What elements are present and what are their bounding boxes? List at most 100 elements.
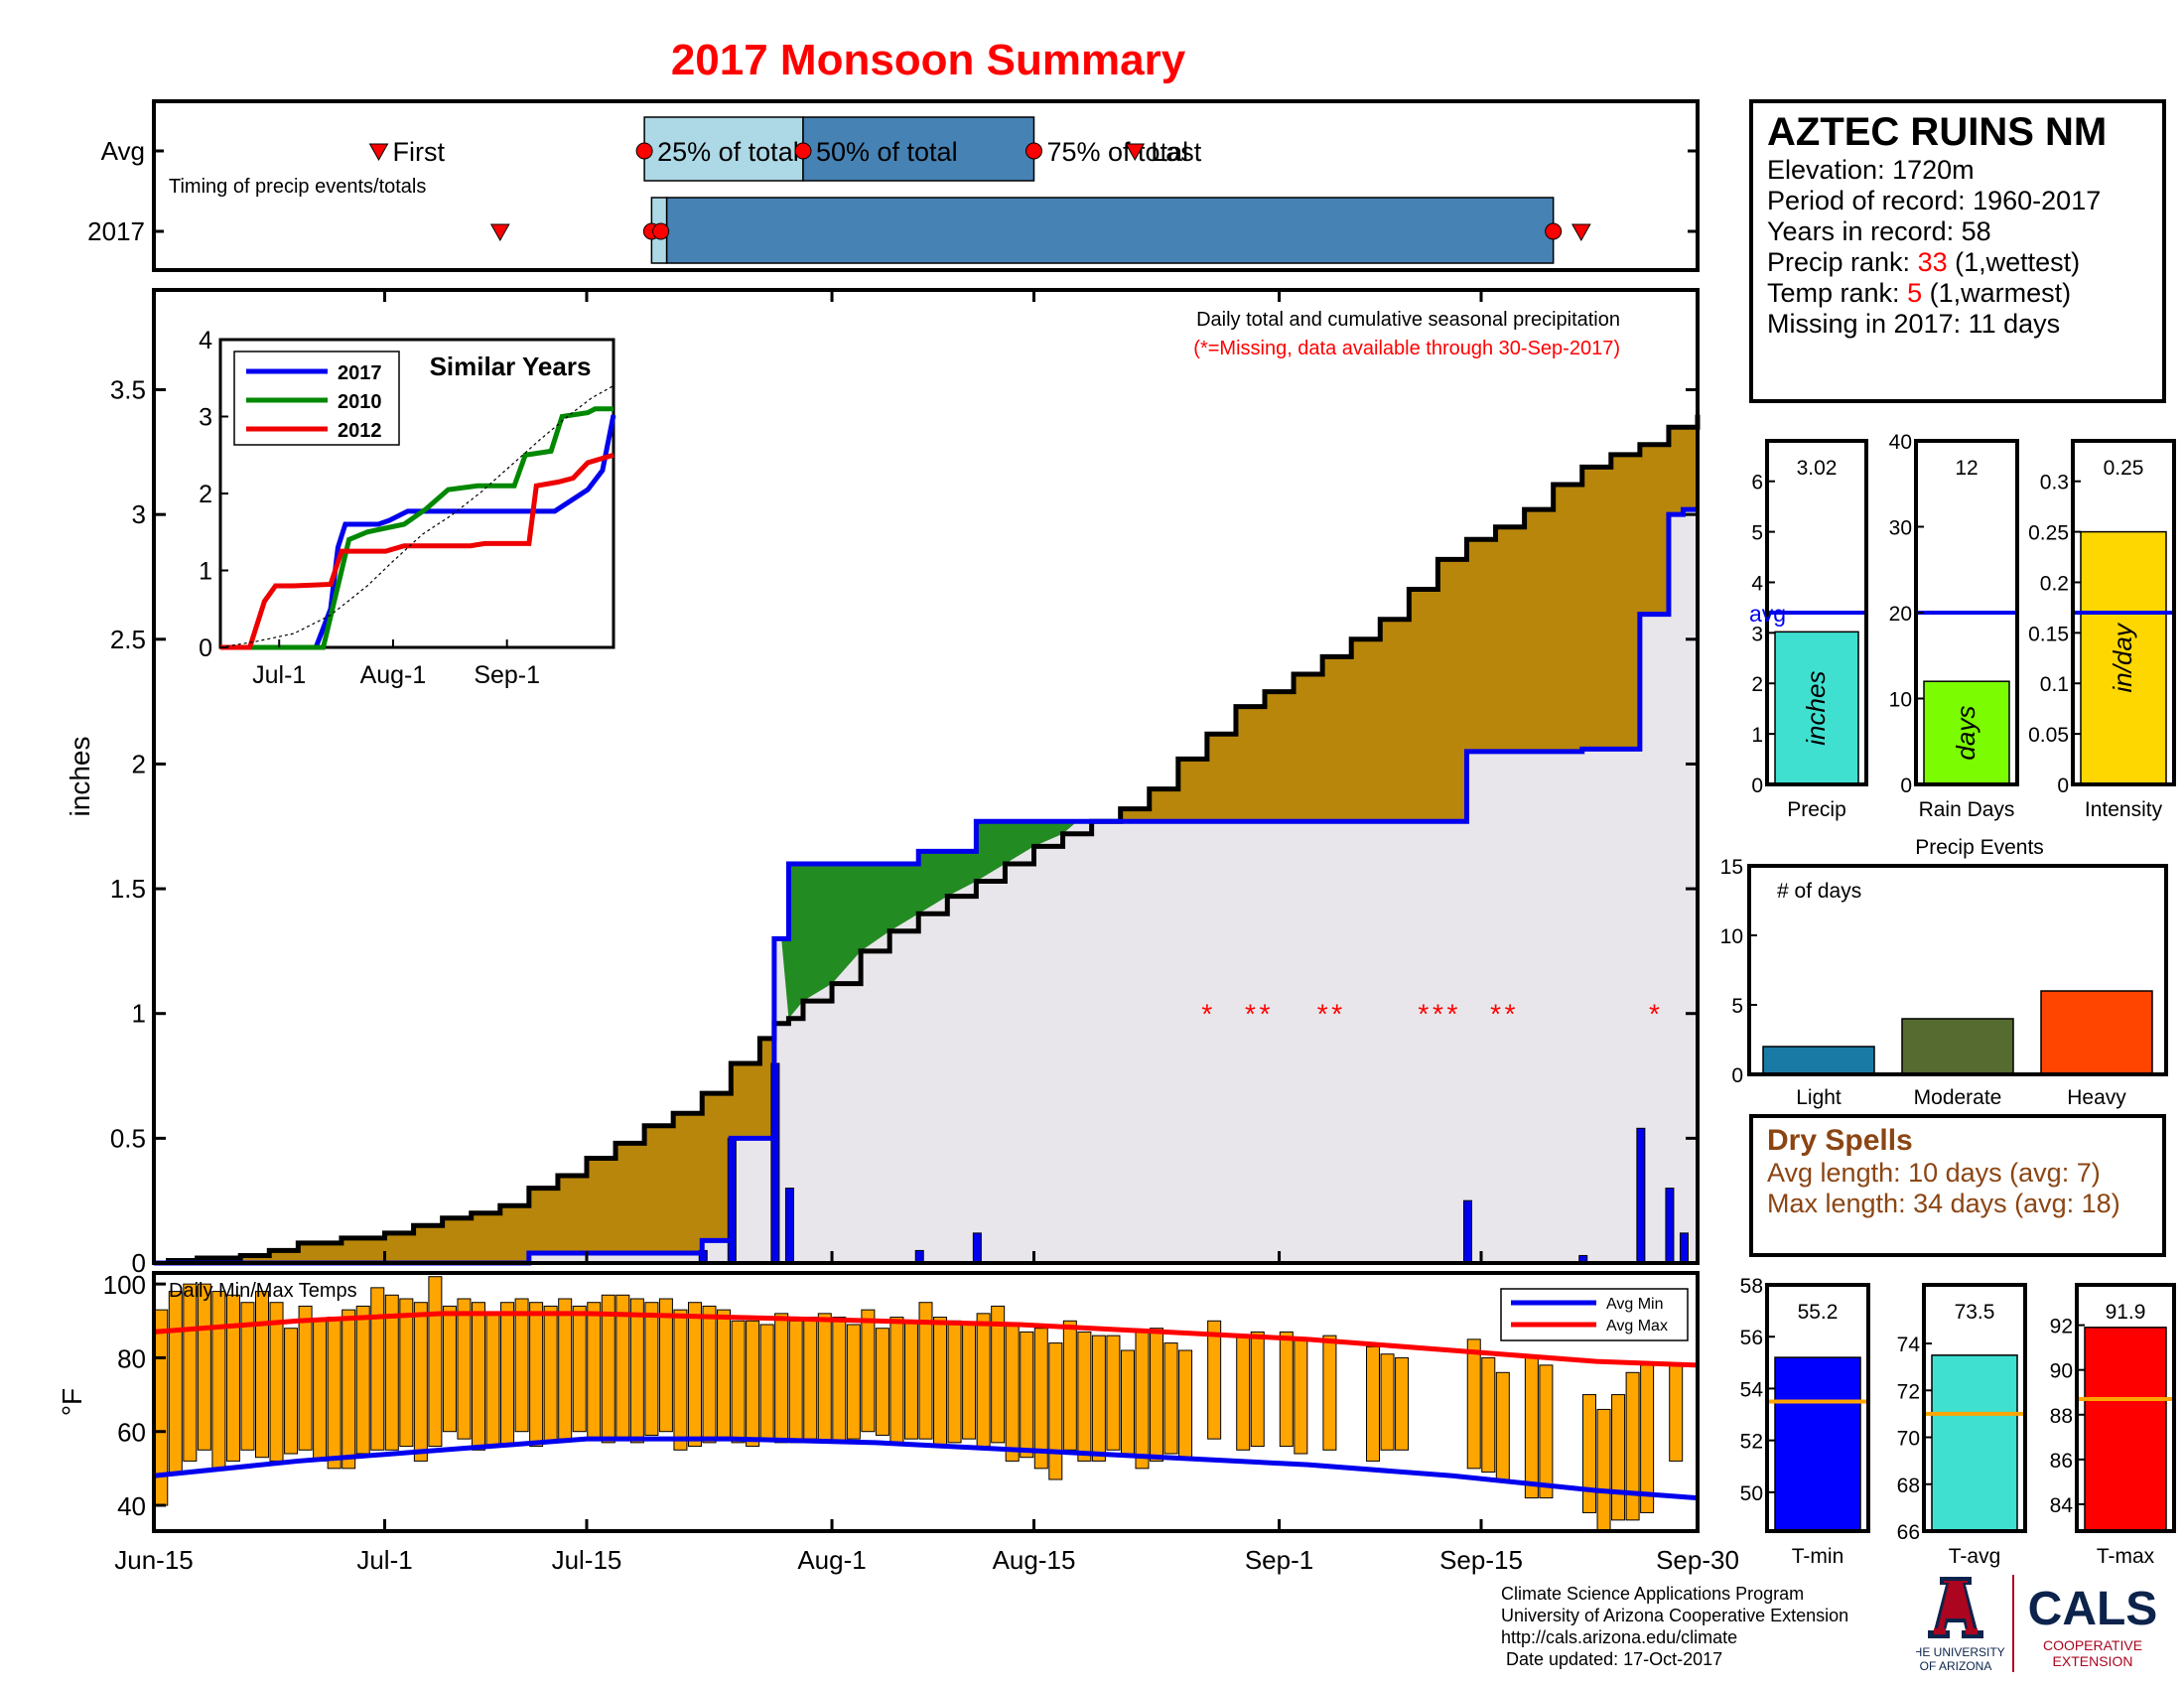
- daily-temp-bar: [399, 1298, 414, 1448]
- avg-max-line: [153, 1311, 1699, 1368]
- season-ytick-label: 0.25: [2028, 522, 2069, 545]
- daily-temp-bar: [428, 1276, 443, 1448]
- daily-temp-bar: [1524, 1356, 1539, 1499]
- daily-temp-bar: [1005, 1324, 1020, 1462]
- yr-last-marker: [1570, 223, 1591, 242]
- temp-summary-frame: [2075, 1283, 2176, 1533]
- avg-min-line: [153, 1436, 1699, 1501]
- events-frame: [1747, 864, 2168, 1076]
- daily-temp-bar: [1625, 1371, 1640, 1521]
- daily-temp-bar: [269, 1302, 284, 1462]
- station-years: Years in record: 58: [1767, 216, 1991, 246]
- season-panel-2: 0 0.05 0.1 0.15 0.2 0.25 0.3 0.25 in/day Intensit…: [2028, 439, 2176, 821]
- temp-ytick-label: 40: [117, 1491, 146, 1521]
- date-axis-label: Sep-30: [1656, 1545, 1739, 1575]
- station-info-box: AZTEC RUINS NM Elevation: 1720m Period o…: [1749, 99, 2166, 403]
- daily-temp-bar: [1380, 1353, 1395, 1451]
- season-ytick-label: 3: [1751, 623, 1763, 645]
- avg-50-75-bar: [802, 116, 1035, 182]
- temp-ytick-label: 100: [103, 1270, 146, 1300]
- daily-temp-bar: [197, 1283, 211, 1451]
- inset-ytick-label: 1: [199, 558, 212, 586]
- dry-spells-max: Max length: 34 days (avg: 18): [1767, 1189, 2120, 1218]
- daily-temp-bar: [947, 1320, 962, 1444]
- timing-row-avg-label: Avg: [101, 136, 145, 166]
- daily-temp-bar: [803, 1317, 818, 1440]
- daily-temp-bar: [1236, 1335, 1251, 1451]
- missing-day-marker: *: [1446, 999, 1457, 1030]
- daily-temp-bar: [1294, 1338, 1308, 1455]
- figure-title: 2017 Monsoon Summary: [670, 36, 1186, 84]
- temp-summary-ytick-label: 68: [1897, 1475, 1920, 1497]
- precip-ytick-label: 0: [132, 1248, 146, 1278]
- daily-temp-bar: [1077, 1331, 1092, 1462]
- temp-summary-panel-0: 50 52 54 56 58 55.2 T-min: [1740, 1275, 1870, 1568]
- inset-ytick-label: 3: [199, 404, 212, 432]
- daily-temp-bar: [1481, 1356, 1496, 1474]
- season-unit-label: days: [1951, 706, 1980, 761]
- daily-temp-bar: [183, 1283, 198, 1462]
- season-panel-frame: [2071, 439, 2176, 786]
- season-unit-label: in/day: [2108, 622, 2137, 692]
- season-value-label: 12: [1955, 457, 1978, 480]
- temp-ytick-label: 80: [117, 1343, 146, 1373]
- daily-precip-bar: [1665, 1188, 1675, 1264]
- events-ytick-label: 5: [1731, 995, 1743, 1018]
- daily-temp-bar: [543, 1305, 558, 1444]
- season-ytick-label: 0: [1751, 774, 1763, 797]
- daily-temp-bar: [1582, 1394, 1597, 1513]
- season-panel-label: Rain Days: [1919, 798, 2015, 821]
- avg-25-label: 25% of total: [657, 137, 799, 167]
- season-ytick-label: 0: [1900, 774, 1912, 797]
- daily-temp-bar: [313, 1320, 328, 1462]
- station-precip-rank: Precip rank: 33 (1,wettest): [1767, 247, 2148, 278]
- temp-title: Daily Min/Max Temps: [169, 1280, 357, 1302]
- daily-temp-bar: [687, 1302, 702, 1448]
- avg-cumulative-line: [154, 414, 1701, 1266]
- temp-summary-ytick-label: 88: [2050, 1405, 2073, 1428]
- daily-temp-bar: [889, 1317, 904, 1444]
- season-value-bar: [1923, 680, 2010, 785]
- inset-xtick-label: Sep-1: [474, 661, 540, 689]
- inset-ytick-label: 0: [199, 634, 212, 662]
- event-bar-light: [1762, 1046, 1875, 1075]
- daily-temp-bar: [629, 1298, 644, 1444]
- daily-temp-bar: [298, 1305, 313, 1451]
- precip-ytick-label: 2.5: [110, 625, 146, 654]
- daily-temp-bar: [1596, 1408, 1611, 1532]
- avg-last-marker: [1125, 143, 1146, 162]
- yr-first-marker: [489, 223, 510, 242]
- inset-series-2010: [220, 406, 614, 650]
- credit-link[interactable]: http://cals.arizona.edu/climate: [1501, 1627, 1738, 1647]
- daily-temp-bar: [918, 1302, 933, 1440]
- daily-temp-bar: [976, 1313, 991, 1448]
- daily-temp-bar: [471, 1302, 485, 1451]
- temp-summary-label: T-avg: [1949, 1545, 2001, 1568]
- missing-day-marker: *: [1317, 999, 1328, 1030]
- season-ytick-label: 2: [1751, 673, 1763, 696]
- ua-a-red-icon: [1934, 1581, 1978, 1634]
- precip-ylabel: inches: [65, 737, 95, 817]
- date-axis-label: Jul-15: [552, 1545, 622, 1575]
- similar-years-inset: 0 1 2 3 4 Jul-1 Aug-1 Sep-1 Similar Years 2017 201…: [199, 327, 616, 689]
- season-ytick-label: 5: [1751, 522, 1763, 545]
- daily-temp-bar: [1062, 1320, 1077, 1451]
- daily-temp-bar: [1466, 1338, 1481, 1470]
- missing-day-marker: *: [1418, 999, 1429, 1030]
- events-ytick-label: 10: [1720, 925, 1743, 948]
- precip-frame: [152, 288, 1700, 1265]
- temp-summary-bar: [1931, 1354, 2018, 1532]
- daily-temp-bar: [514, 1298, 529, 1433]
- dry-spells-box: Dry Spells Avg length: 10 days (avg: 7) …: [1749, 1114, 2166, 1257]
- events-ytick-label: 0: [1731, 1064, 1743, 1087]
- missing-day-marker: *: [1505, 999, 1516, 1030]
- daily-temp-bar: [529, 1302, 544, 1448]
- daily-temp-bar: [1366, 1345, 1381, 1462]
- season-panel-label: Intensity: [2085, 798, 2163, 821]
- daily-temp-bar: [846, 1324, 861, 1440]
- season-panel-label: Precip: [1787, 798, 1846, 821]
- missing-day-marker: *: [1649, 999, 1660, 1030]
- yr-50-75-bar: [665, 197, 1555, 264]
- cals-logo-line-2: EXTENSION: [2053, 1653, 2133, 1669]
